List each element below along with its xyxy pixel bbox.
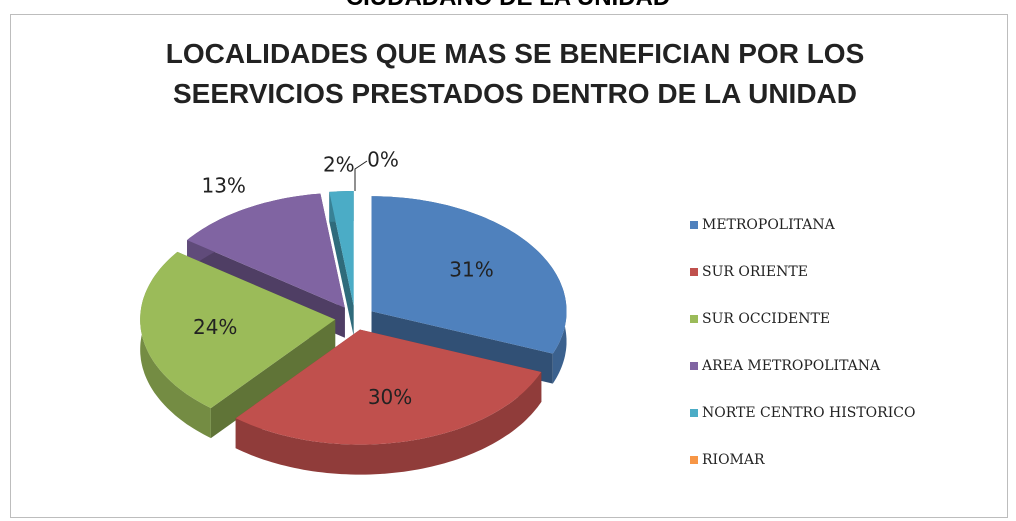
legend-label: METROPOLITANA xyxy=(702,217,836,233)
data-label: 13% xyxy=(201,173,245,197)
data-label: 24% xyxy=(193,315,237,339)
legend-swatch xyxy=(690,362,698,370)
data-label: 0% xyxy=(367,148,399,172)
data-label: 2% xyxy=(323,153,355,177)
chart-title: LOCALIDADES QUE MAS SE BENEFICIAN POR LO… xyxy=(165,38,865,109)
legend-swatch xyxy=(690,456,698,464)
legend-label: AREA METROPOLITANA xyxy=(701,358,881,374)
legend-swatch xyxy=(690,409,698,417)
legend-label: RIOMAR xyxy=(702,452,765,468)
data-label: 30% xyxy=(368,385,412,409)
legend-label: NORTE CENTRO HISTORICO xyxy=(702,405,915,421)
leader-line xyxy=(354,160,368,191)
legend-swatch xyxy=(690,268,698,276)
slice-tops xyxy=(140,191,567,445)
chart-frame xyxy=(10,14,1008,518)
slice-rim xyxy=(235,372,542,475)
legend-label: SUR ORIENTE xyxy=(702,264,808,280)
legend-swatch xyxy=(690,315,698,323)
data-label: 31% xyxy=(449,258,493,282)
slice-wall xyxy=(210,319,336,439)
pie-slice xyxy=(187,193,345,308)
page-header: CIUDADANO DE LA UNIDAD xyxy=(0,0,1016,12)
pie-slice xyxy=(329,191,354,306)
pie-slice xyxy=(371,196,567,354)
pie-slice xyxy=(140,251,336,409)
legend-label: SUR OCCIDENTE xyxy=(702,311,830,327)
legend-swatch xyxy=(690,221,698,229)
pie-slice xyxy=(235,329,542,445)
slice-wall xyxy=(329,191,354,336)
